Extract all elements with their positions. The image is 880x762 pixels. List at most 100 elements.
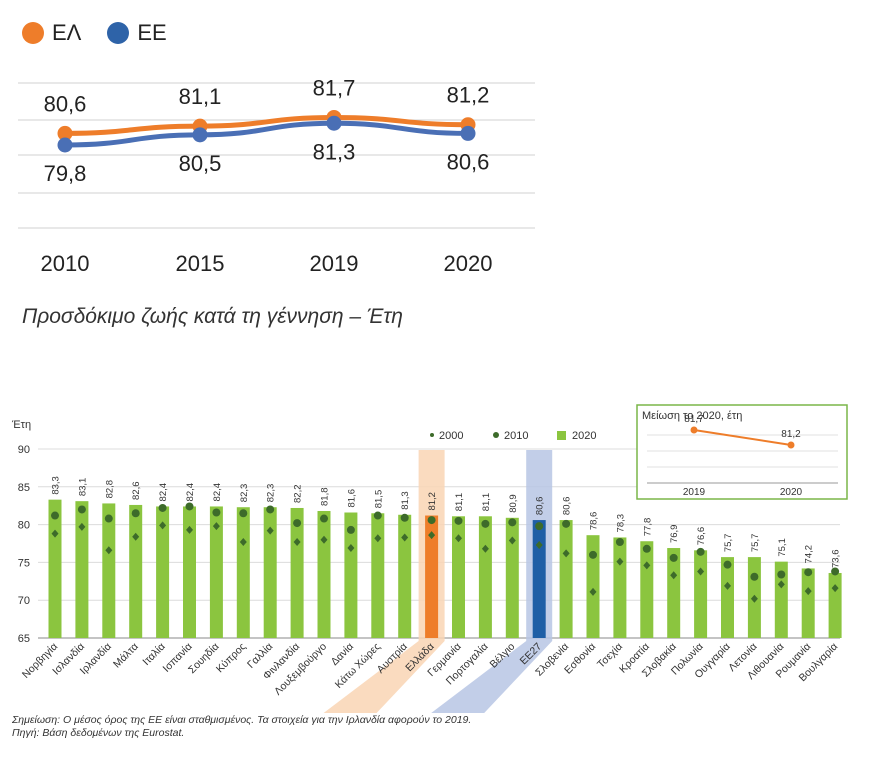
- marker-2000-Εσθονία: [589, 587, 597, 596]
- bar-label-Λετονία: 75,7: [750, 534, 761, 553]
- x-tick-Μάλτα: Μάλτα: [111, 641, 141, 671]
- bar-Τσεχία: [613, 537, 627, 638]
- marker-2010-Ισλανδία: [77, 505, 86, 514]
- inset-x-tick-2019: 2019: [683, 487, 706, 498]
- y-tick-75: 75: [18, 557, 30, 569]
- bar-Σουηδία: [209, 506, 223, 638]
- bar-label-Βέλγιο: 80,9: [508, 494, 519, 513]
- inset-line: [693, 429, 792, 446]
- marker-2000-ΕΕ27: [535, 541, 543, 550]
- x-tick-2015: 2015: [176, 251, 225, 276]
- marker-2000-Αυστρία: [401, 533, 409, 542]
- bar-Ισπανία: [183, 506, 196, 638]
- bar-Δανία: [344, 512, 358, 638]
- marker-2000-Ελλάδα: [428, 531, 436, 540]
- legend-dot-greece: [22, 22, 44, 44]
- data-label-eu-2015: 80,5: [179, 151, 222, 176]
- bar-label-Ισλανδία: 83,1: [77, 478, 88, 497]
- marker-2000-Κροατία: [643, 561, 651, 570]
- marker-2000-Δανία: [347, 544, 355, 553]
- inset-x-tick-2020: 2020: [780, 487, 803, 498]
- legend-label-greece: ΕΛ: [52, 20, 82, 45]
- bar-Αυστρία: [398, 514, 412, 638]
- bar-label-Γερμανία: 81,1: [454, 493, 465, 512]
- y-axis-title: Έτη: [11, 419, 31, 431]
- legend-dot-eu: [107, 22, 130, 44]
- bar-label-Κάτω Χώρες: 81,5: [373, 490, 384, 509]
- legend-entry-eu: ΕΕ: [107, 20, 167, 46]
- marker-2010-Σλοβενία: [562, 519, 571, 528]
- bar-label-Πολωνία: 76,6: [696, 527, 707, 546]
- y-tick-80: 80: [18, 520, 30, 532]
- y-tick-85: 85: [18, 482, 30, 494]
- bar-Βέλγιο: [505, 517, 519, 638]
- marker-2000-Νορβηγία: [51, 529, 59, 538]
- data-label-greece-2015: 81,1: [179, 84, 222, 109]
- marker-2010-Δανία: [346, 525, 355, 534]
- inset-title: Μείωση το 2020, έτη: [642, 410, 742, 422]
- marker-2010-Ουγγαρία: [723, 560, 732, 569]
- bar-label-Ουγγαρία: 75,7: [723, 534, 734, 553]
- marker-2000-Κύπρος: [239, 537, 247, 546]
- bar-label-Λουξεμβούργο: 81,8: [320, 487, 331, 506]
- bar-label-Βουλγαρία: 73,6: [831, 549, 842, 568]
- marker-2000-Ρουμανία: [804, 587, 812, 596]
- bar-label-Μάλτα: 82,6: [131, 481, 142, 500]
- marker-2010-Σλοβακία: [669, 553, 678, 562]
- y-tick-90: 90: [18, 444, 30, 456]
- bar-label-Ιρλανδία: 82,8: [104, 480, 115, 499]
- marker-2000-Ισπανία: [186, 525, 193, 534]
- marker-2000-Σουηδία: [212, 522, 220, 531]
- marker-2000-Τσεχία: [616, 557, 624, 566]
- bar-label-Πορτογαλία: 81,1: [481, 493, 492, 512]
- marker-2000-Ουγγαρία: [724, 581, 731, 590]
- data-label-greece-2010: 80,6: [44, 91, 87, 116]
- notes: Σημείωση: Ο μέσος όρος της ΕΕ είναι σταθ…: [12, 714, 471, 740]
- legend-marker-2000: [430, 433, 434, 437]
- marker-2010-Λουξεμβούργο: [320, 514, 328, 523]
- point-eu-2020: [460, 125, 476, 141]
- marker-2000-Πολωνία: [697, 567, 705, 576]
- bar-Πολωνία: [694, 550, 708, 638]
- x-tick-2019: 2019: [310, 251, 359, 276]
- bar-label-Ρουμανία: 74,2: [804, 545, 815, 564]
- marker-2010-Νορβηγία: [51, 511, 59, 520]
- note-text: Σημείωση: Ο μέσος όρος της ΕΕ είναι σταθ…: [12, 714, 472, 726]
- marker-2000-Μάλτα: [132, 532, 140, 541]
- bar-Ιταλία: [156, 506, 170, 638]
- marker-2000-Πορτογαλία: [481, 544, 489, 553]
- marker-2010-Βουλγαρία: [831, 567, 840, 576]
- bar-label-Φινλανδία: 82,2: [293, 484, 304, 503]
- inset-point-2020: [787, 441, 795, 449]
- bar-label-Σλοβακία: 76,9: [669, 525, 680, 544]
- bar-label-Εσθονία: 78,6: [589, 512, 600, 531]
- marker-2010-Ισπανία: [185, 502, 194, 511]
- marker-2000-Βέλγιο: [508, 536, 516, 545]
- marker-2010-Εσθονία: [589, 550, 597, 559]
- marker-2010-Σουηδία: [212, 508, 221, 517]
- bar-Εσθονία: [586, 535, 600, 638]
- marker-2010-Κάτω Χώρες: [373, 511, 382, 520]
- bar-label-Ελλάδα: 81,2: [427, 492, 438, 511]
- top-legend: ΕΛ ΕΕ: [22, 20, 193, 46]
- marker-2000-Φινλανδία: [293, 537, 301, 546]
- x-tick-2020: 2020: [444, 251, 493, 276]
- bar-label-Ισπανία: 82,4: [185, 483, 196, 502]
- point-eu-2019: [326, 115, 342, 131]
- x-tick-2010: 2010: [41, 251, 90, 276]
- bar-Λουξεμβούργο: [317, 510, 331, 638]
- bar-label-Κύπρος: 82,3: [239, 484, 250, 503]
- marker-2010-Τσεχία: [615, 537, 624, 546]
- data-label-eu-2019: 81,3: [313, 139, 356, 164]
- marker-2010-Φινλανδία: [293, 519, 302, 528]
- bar-label-Αυστρία: 81,3: [400, 491, 411, 510]
- legend-marker-2010: [493, 432, 499, 438]
- marker-2000-Κάτω Χώρες: [374, 534, 382, 543]
- source-text: Πηγή: Βάση δεδομένων της Eurostat.: [12, 727, 185, 739]
- bar-label-Γαλλία: 82,3: [266, 484, 277, 503]
- marker-2010-Λετονία: [750, 572, 759, 581]
- highlight-band-eu: [431, 450, 553, 713]
- marker-2010-Ελλάδα: [427, 516, 436, 525]
- legend-label-2020: 2020: [572, 430, 596, 442]
- x-tick-Κύπρος: Κύπρος: [214, 641, 249, 676]
